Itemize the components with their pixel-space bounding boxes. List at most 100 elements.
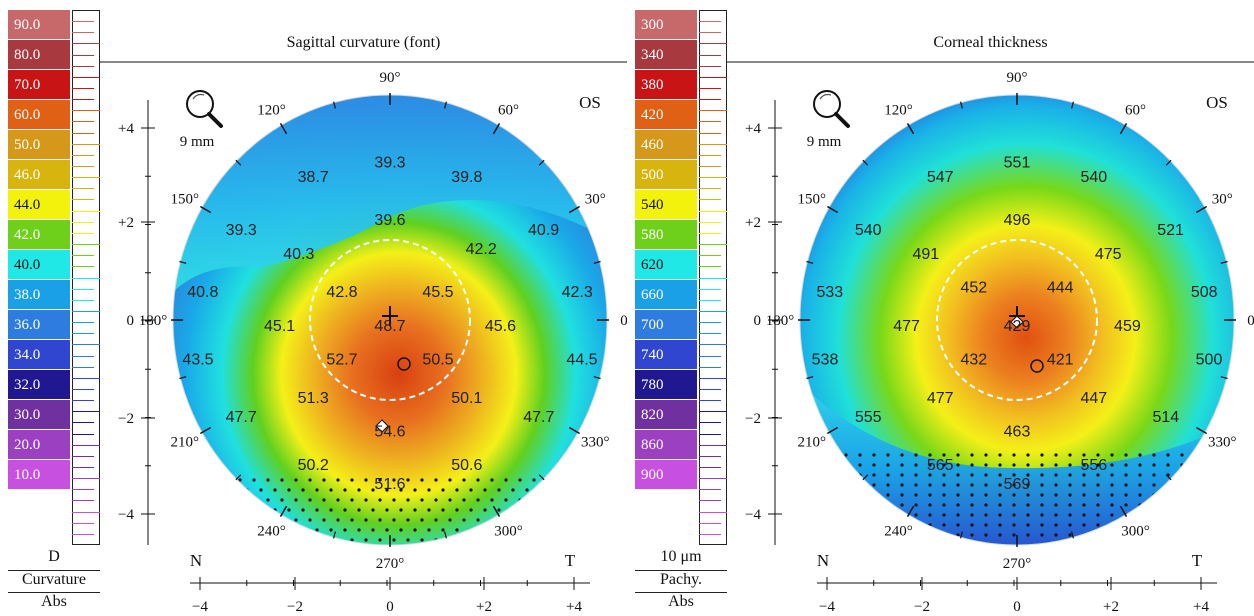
mask-dot [1026, 503, 1030, 507]
mask-dot [1152, 463, 1156, 467]
map-value: 47.7 [226, 409, 257, 426]
angle-label: 300° [1121, 523, 1150, 539]
mask-dot [231, 528, 235, 532]
mask-dot [539, 488, 543, 492]
mask-dot [357, 508, 361, 512]
mask-dot [560, 538, 564, 542]
scale-mode: Abs [635, 592, 727, 611]
mask-dot [872, 533, 876, 537]
mask-dot [406, 478, 410, 482]
scale-value: 38.0 [8, 280, 70, 310]
scale-mode: Abs [8, 592, 100, 611]
scale-tick [699, 32, 721, 34]
mask-dot [553, 488, 557, 492]
mask-dot [844, 533, 848, 537]
mask-dot [1222, 533, 1226, 537]
map-value: 45.6 [485, 318, 516, 335]
magnifier-icon[interactable] [813, 90, 850, 128]
mask-dot [1110, 493, 1114, 497]
mask-dot [1180, 473, 1184, 477]
mask-dot [434, 478, 438, 482]
mask-dot [984, 523, 988, 527]
mask-dot [1082, 453, 1086, 457]
scale-tick [72, 121, 94, 123]
map-value: 556 [1080, 457, 1107, 474]
flat-zone-overlay [173, 95, 607, 300]
scale-tick [72, 21, 94, 23]
mask-dot [998, 463, 1002, 467]
map-value: 569 [1004, 476, 1031, 493]
mask-dot [1068, 483, 1072, 487]
mask-dot [546, 498, 550, 502]
mask-dot [434, 518, 438, 522]
scale-tick [72, 255, 94, 257]
mask-dot [1096, 523, 1100, 527]
mask-dot [413, 508, 417, 512]
scale-tick [699, 444, 727, 446]
scale-tick [699, 310, 727, 312]
mask-dot [1222, 473, 1226, 477]
nasal-label: N [817, 551, 829, 570]
mask-dot [984, 473, 988, 477]
mask-dot [217, 508, 221, 512]
mask-dot [1138, 483, 1142, 487]
mask-dot [1096, 493, 1100, 497]
scale-tick [72, 322, 94, 324]
mask-dot [872, 463, 876, 467]
mask-dot [245, 528, 249, 532]
mask-dot [914, 533, 918, 537]
angle-minor-tick [806, 260, 814, 264]
scale-tick [72, 310, 100, 312]
mask-dot [1208, 493, 1212, 497]
mask-dot [802, 463, 806, 467]
scale-tick [72, 88, 94, 90]
mask-dot [511, 488, 515, 492]
mask-dot [886, 463, 890, 467]
mask-dot [1054, 533, 1058, 537]
x-tick-label: −4 [192, 599, 208, 615]
scale-value: 32.0 [8, 370, 70, 400]
map-value: 51.6 [374, 476, 405, 493]
mask-dot [872, 493, 876, 497]
scale-tick [699, 121, 721, 123]
mask-dot [1054, 473, 1058, 477]
mask-dot [210, 518, 214, 522]
mask-dot [1166, 453, 1170, 457]
scale-unit: 10 μm [660, 548, 702, 565]
mask-dot [1208, 523, 1212, 527]
pachymetry-title: Corneal thickness [933, 34, 1048, 51]
scale-tick [72, 210, 100, 212]
scale-tick [699, 143, 727, 145]
angle-tick [492, 123, 501, 135]
angle-minor-tick [538, 159, 545, 166]
angle-tick [826, 426, 839, 435]
mask-dot [427, 488, 431, 492]
mask-dot [1180, 513, 1184, 517]
mask-dot [970, 463, 974, 467]
mask-dot [984, 463, 988, 467]
map-value: 40.8 [187, 284, 218, 301]
mask-dot [560, 498, 564, 502]
mask-dot [1236, 533, 1239, 536]
mask-dot [280, 518, 284, 522]
angle-tick [1195, 426, 1208, 435]
mask-dot [830, 453, 834, 457]
angle-label: 270° [376, 556, 405, 572]
scale-tick [72, 522, 94, 524]
map-value: 50.6 [451, 457, 482, 474]
scale-tick [699, 533, 721, 535]
scale-tick [72, 221, 94, 223]
y-tick-label: −4 [745, 507, 761, 523]
mask-dot [1208, 453, 1212, 457]
map-value: 39.3 [226, 222, 257, 239]
curvature-title: Sagittal curvature (font) [286, 34, 441, 51]
mask-dot [210, 498, 214, 502]
mask-dot [858, 493, 862, 497]
mask-dot [914, 513, 918, 517]
mask-dot [217, 528, 221, 532]
magnifier-icon[interactable] [186, 90, 223, 128]
mask-dot [371, 528, 375, 532]
mask-dot [518, 518, 522, 522]
mask-dot [1040, 503, 1044, 507]
map-value: 50.5 [422, 351, 453, 368]
